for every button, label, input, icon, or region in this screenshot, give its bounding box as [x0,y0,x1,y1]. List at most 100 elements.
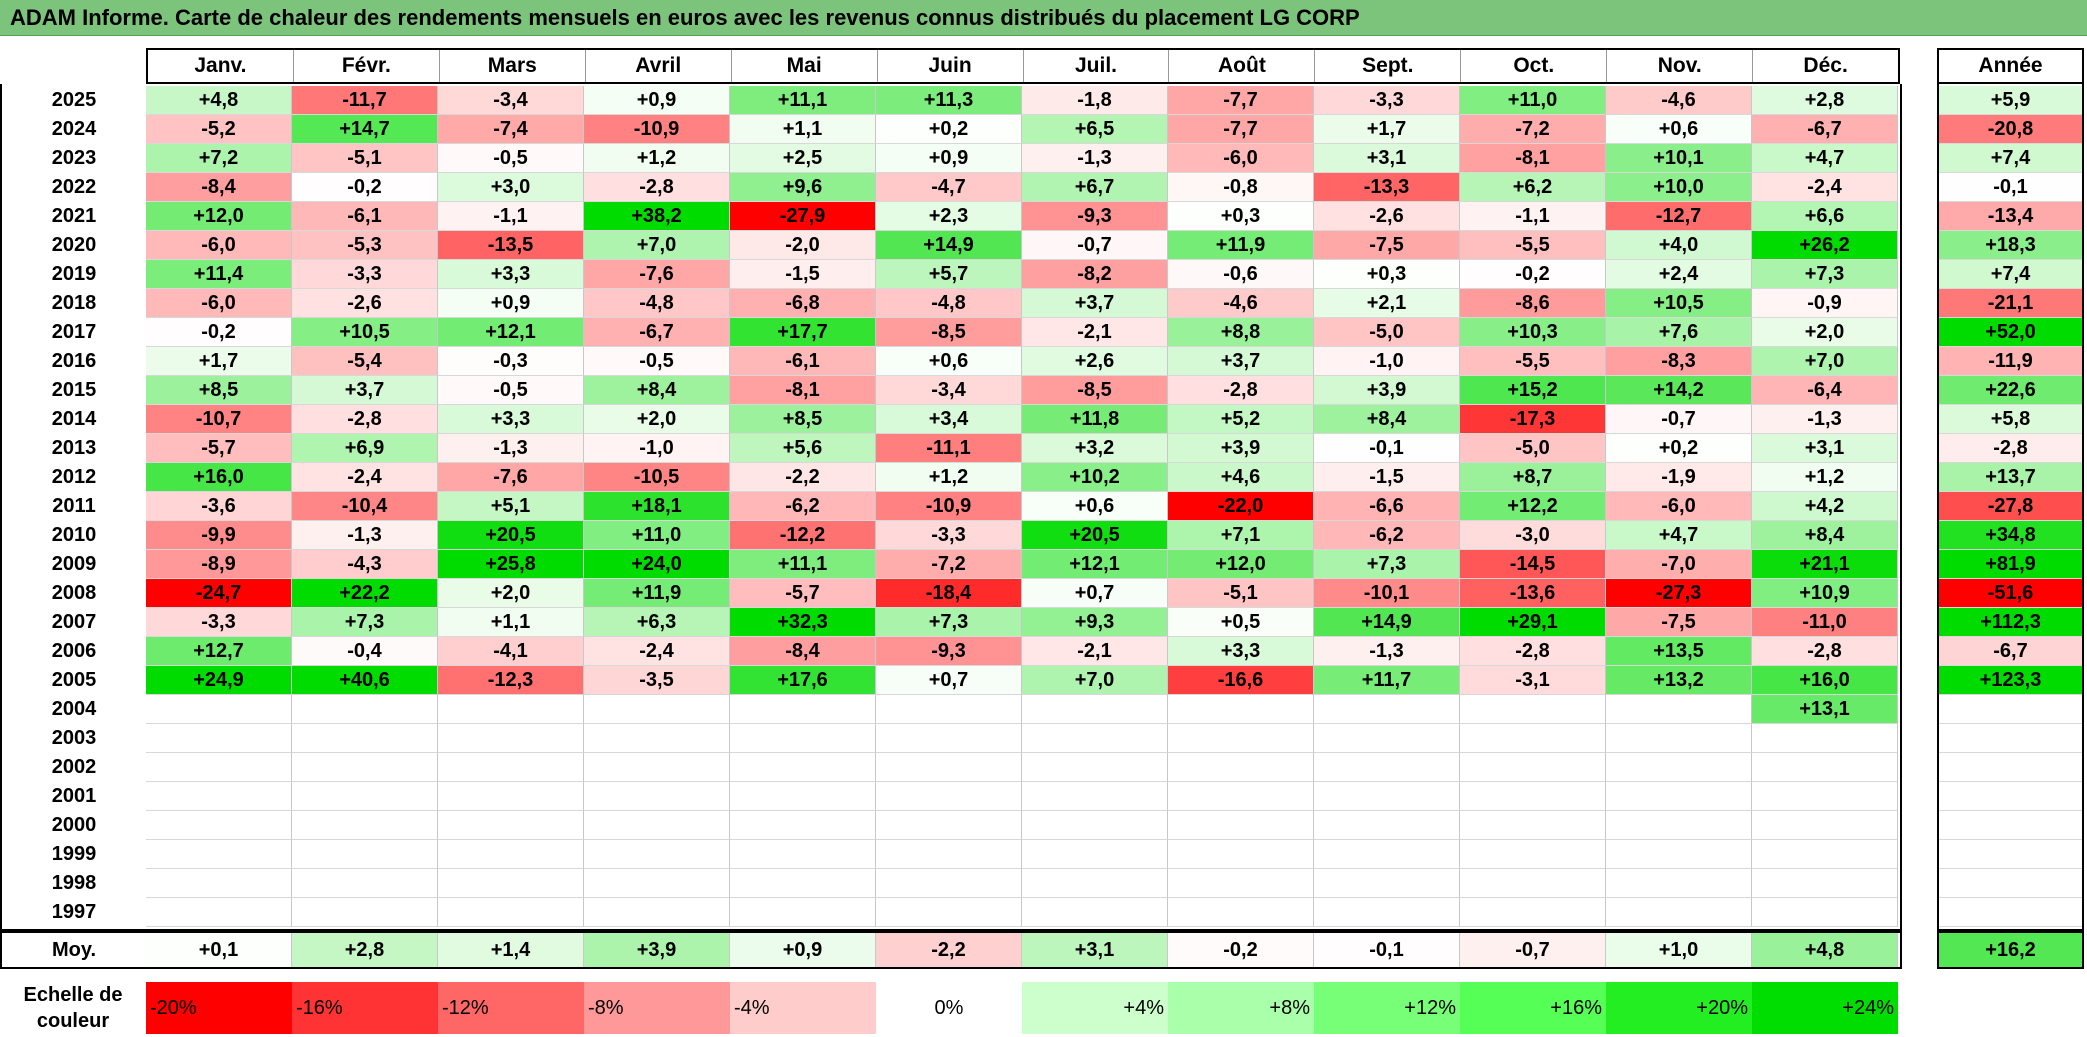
heatmap-cell: -6,0 [146,289,292,318]
heatmap-cell: -2,4 [292,463,438,492]
heatmap-cell [1314,811,1460,840]
heatmap-cell [1314,840,1460,869]
heatmap-cell [584,840,730,869]
annual-cell: -0,1 [1939,173,2082,202]
year-row: 2020 -6,0 -5,3 -13,5 +7,0 -2,0 +14,9 -0,7 +11,9-… [2,231,1898,260]
year-row: 2019 +11,4 -3,3 +3,3 -7,6 -1,5 +5,7 -8,2 -0,6 +0,… [2,260,1898,289]
year-row: 2013 -5,7 +6,9 -1,3 -1,0 +5,6 -11,1 +3,2 +3,9 -0,… [2,434,1898,463]
heatmap-cell: -6,7 [1752,115,1898,144]
annual-cell: +5,9 [1939,86,2082,115]
annual-cell: +5,8 [1939,405,2082,434]
annual-cell: +34,8 [1939,521,2082,550]
heatmap-cell: +10,3 [1460,318,1606,347]
heatmap-cell: +7,3 [292,608,438,637]
year-label: 2013 [51,437,97,459]
heatmap-cell: +16,0 [146,463,292,492]
heatmap-cell: -5,5 [1460,347,1606,376]
year-row: 2025 +4,8 -11,7 -3,4 +0,9 +11,1 +11,3 -1,8 -7,7-… [2,86,1898,115]
heatmap-cell: +10,1 [1606,144,1752,173]
year-label: 1998 [51,872,97,894]
month-header-cell: Sept. [1315,50,1462,82]
heatmap-cell: -5,0 [1314,318,1460,347]
heatmap-cell [1752,753,1898,782]
heatmap-cell: -4,8 [584,289,730,318]
heatmap-cell: -22,0 [1168,492,1314,521]
heatmap-cell: -0,5 [584,347,730,376]
heatmap-cell [292,782,438,811]
heatmap-cell: +0,7 [1022,579,1168,608]
heatmap-cell: -17,3 [1460,405,1606,434]
year-label: 2021 [51,205,97,227]
heatmap-cell [438,869,584,898]
heatmap-cell: +5,2 [1168,405,1314,434]
heatmap-cell: +11,1 [730,550,876,579]
heatmap-cell: +25,8 [438,550,584,579]
heatmap-cell: -10,5 [584,463,730,492]
color-scale-swatch: -8% [584,982,730,1034]
heatmap-cell: -27,9 [730,202,876,231]
month-header-cell: Avril [586,50,732,82]
heatmap-cell: +22,2 [292,579,438,608]
heatmap-cell [1460,753,1606,782]
heatmap-cell [1606,811,1752,840]
year-row: 2007 -3,3 +7,3 +1,1 +6,3 +32,3 +7,3 +9,3 +0,5 +14… [2,608,1898,637]
heatmap-cell [584,695,730,724]
heatmap-frame [0,84,1902,931]
heatmap-cell: +26,2 [1752,231,1898,260]
color-scale: -20% -16% -12% -8% -4% 0% +4% +8% +12% +16% +20% +2… [146,982,1900,1034]
heatmap-cell: -1,3 [292,521,438,550]
annual-cell: +7,4 [1939,144,2082,173]
heatmap-cell: +1,2 [876,463,1022,492]
year-label: 2009 [51,553,97,575]
heatmap-cell: +1,2 [584,144,730,173]
heatmap-cell: +4,7 [1606,521,1752,550]
heatmap-cell [876,695,1022,724]
heatmap-cell: +1,2 [1752,463,1898,492]
heatmap-cell: -0,2 [1460,260,1606,289]
heatmap-cell [1460,869,1606,898]
heatmap-cell: -6,4 [1752,376,1898,405]
year-row: 2002 [2,753,1898,782]
heatmap-cell [1022,840,1168,869]
heatmap-cell: +4,2 [1752,492,1898,521]
heatmap-cell: +10,5 [292,318,438,347]
color-scale-swatch: +24% [1752,982,1898,1034]
heatmap-cell: +6,2 [1460,173,1606,202]
heatmap-cell: -5,4 [292,347,438,376]
heatmap-cell [1168,811,1314,840]
heatmap-cell [1752,869,1898,898]
year-label: 2000 [51,814,97,836]
heatmap-cell [1022,724,1168,753]
color-scale-label-line1: Echelle de [23,984,123,1006]
year-row: 2003 [2,724,1898,753]
heatmap-cell [146,840,292,869]
heatmap-cell [1168,840,1314,869]
heatmap-cell: -1,8 [1022,86,1168,115]
heatmap-cell: -7,7 [1168,86,1314,115]
year-label: 2022 [51,176,97,198]
heatmap-cell [730,840,876,869]
year-label: 2002 [51,756,97,778]
heatmap-cell: -1,1 [438,202,584,231]
color-scale-swatch: +12% [1314,982,1460,1034]
heatmap-cell: +3,4 [876,405,1022,434]
heatmap-cell: -7,5 [1606,608,1752,637]
heatmap-cell: +9,3 [1022,608,1168,637]
heatmap-cell: -6,1 [292,202,438,231]
heatmap-cell: +17,6 [730,666,876,695]
heatmap-cell: -18,4 [876,579,1022,608]
heatmap-cell: -2,1 [1022,318,1168,347]
annual-cell: -11,9 [1939,347,2082,376]
month-header-cell: Mars [440,50,586,82]
heatmap-cell: -3,0 [1460,521,1606,550]
heatmap-cell: +0,6 [1022,492,1168,521]
heatmap-cell: -7,5 [1314,231,1460,260]
heatmap-cell: -7,2 [876,550,1022,579]
heatmap-cell: +2,4 [1606,260,1752,289]
heatmap-cell: +24,9 [146,666,292,695]
heatmap-cell: +7,1 [1168,521,1314,550]
year-label: 2003 [51,727,97,749]
heatmap-cell: -13,3 [1314,173,1460,202]
year-row: 2001 [2,782,1898,811]
heatmap-cell: -6,2 [730,492,876,521]
